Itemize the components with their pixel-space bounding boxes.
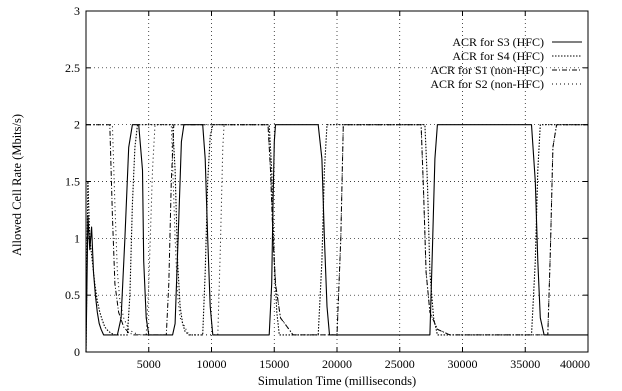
legend-label: ACR for S1 (non-HFC) (430, 63, 544, 77)
x-tick-label: 40000 (560, 357, 590, 371)
legend-label: ACR for S2 (non-HFC) (430, 77, 544, 91)
x-axis-title: Simulation Time (milliseconds) (258, 374, 416, 388)
x-tick-label: 25000 (385, 357, 415, 371)
y-tick-label: 3 (74, 4, 80, 18)
y-tick-label: 2 (74, 118, 80, 132)
x-tick-label: 10000 (197, 357, 227, 371)
legend: ACR for S3 (HFC)ACR for S4 (HFC)ACR for … (430, 35, 582, 91)
x-tick-label: 30000 (448, 357, 478, 371)
series-lines (85, 124, 588, 353)
legend-label: ACR for S3 (HFC) (452, 35, 544, 49)
series-line-1 (85, 124, 588, 353)
y-axis-title: Allowed Cell Rate (Mbits/s) (10, 114, 24, 256)
y-tick-label: 0 (74, 345, 80, 359)
series-line-3 (86, 124, 588, 336)
x-tick-label: 35000 (510, 357, 540, 371)
y-tick-label: 0.5 (65, 288, 80, 302)
x-tick-label: 15000 (259, 357, 289, 371)
grid (86, 11, 588, 352)
series-line-4 (86, 124, 588, 336)
y-tick-label: 1.5 (65, 175, 80, 189)
legend-label: ACR for S4 (HFC) (452, 49, 544, 63)
series-line-2 (85, 124, 588, 353)
x-tick-label: 5000 (137, 357, 161, 371)
x-tick-label: 20000 (322, 357, 352, 371)
y-tick-label: 2.5 (65, 61, 80, 75)
y-tick-label: 1 (74, 231, 80, 245)
